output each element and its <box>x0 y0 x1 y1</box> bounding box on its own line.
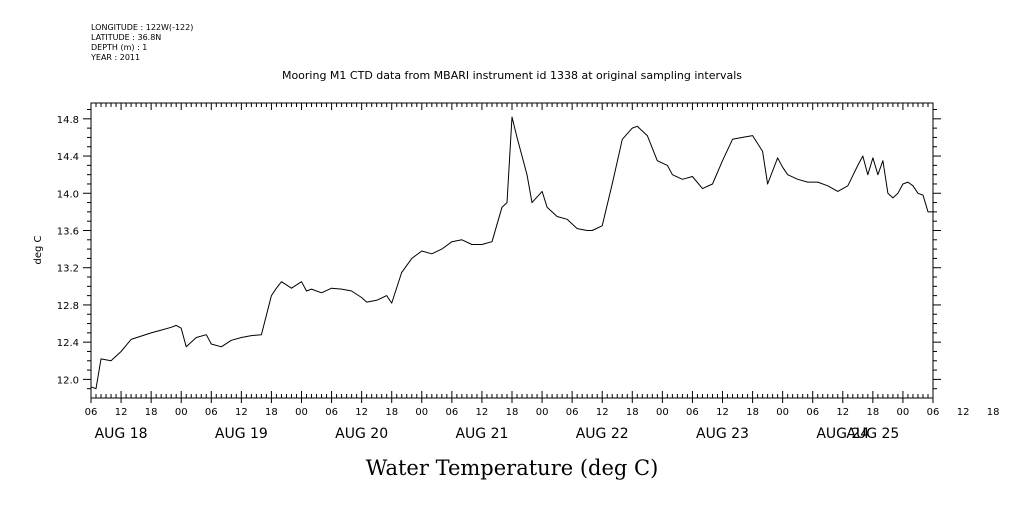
chart-title: Mooring M1 CTD data from MBARI instrumen… <box>282 69 742 82</box>
x-hour-tick-label: 12 <box>476 407 489 418</box>
y-tick-label: 12.4 <box>57 338 79 349</box>
x-axis-title: Water Temperature (deg C) <box>366 456 659 480</box>
meta-longitude: LONGITUDE : 122W(-122) <box>91 23 193 32</box>
meta-depth: DEPTH (m) : 1 <box>91 43 147 52</box>
x-hour-tick-label: 06 <box>205 407 218 418</box>
y-tick-label: 14.4 <box>57 152 79 163</box>
x-hour-tick-label: 18 <box>866 407 879 418</box>
x-hour-tick-label: 06 <box>85 407 98 418</box>
x-hour-tick-label: 18 <box>145 407 158 418</box>
x-hour-tick-label: 06 <box>927 407 940 418</box>
x-hour-tick-label: 12 <box>596 407 609 418</box>
x-hour-tick-label: 12 <box>355 407 368 418</box>
series-line-water-temperature <box>90 116 933 390</box>
axis-labels: 06 12 18 00 06 12 18 00 06 12 18 00 06 12 18 00 06 12 18 00… <box>57 115 1000 442</box>
x-day-label: AUG 24 <box>816 426 869 442</box>
x-hour-tick-label: 06 <box>325 407 338 418</box>
y-tick-label: 12.8 <box>57 301 79 312</box>
x-day-label: AUG 20 <box>335 426 388 442</box>
plot-frame <box>90 102 934 399</box>
x-hour-tick-label: 18 <box>987 407 1000 418</box>
x-hour-tick-label: 00 <box>656 407 669 418</box>
axis-ticks <box>83 103 941 403</box>
x-hour-tick-label: 18 <box>626 407 639 418</box>
meta-latitude: LATITUDE : 36.8N <box>91 33 161 42</box>
x-hour-tick-label: 18 <box>265 407 278 418</box>
x-hour-tick-label: 00 <box>415 407 428 418</box>
x-hour-tick-label: 06 <box>806 407 819 418</box>
x-day-label: AUG 22 <box>576 426 629 442</box>
x-day-label: AUG 19 <box>215 426 268 442</box>
x-hour-tick-label: 00 <box>295 407 308 418</box>
y-tick-label: 12.0 <box>57 375 79 386</box>
x-hour-tick-label: 06 <box>686 407 699 418</box>
x-day-label: AUG 23 <box>696 426 749 442</box>
y-tick-label: 13.6 <box>57 226 79 237</box>
x-day-label: AUG 21 <box>455 426 508 442</box>
x-hour-tick-label: 12 <box>716 407 729 418</box>
y-tick-label: 13.2 <box>57 264 79 275</box>
x-hour-tick-label: 06 <box>566 407 579 418</box>
x-hour-tick-label: 00 <box>897 407 910 418</box>
x-hour-tick-label: 12 <box>957 407 970 418</box>
y-axis-label: deg C <box>33 235 44 264</box>
meta-year: YEAR : 2011 <box>90 53 140 62</box>
x-hour-tick-label: 12 <box>836 407 849 418</box>
x-day-label: AUG 18 <box>95 426 148 442</box>
x-hour-tick-label: 18 <box>385 407 398 418</box>
x-hour-tick-label: 18 <box>746 407 759 418</box>
x-hour-tick-label: 00 <box>175 407 188 418</box>
x-hour-tick-label: 00 <box>776 407 789 418</box>
x-hour-tick-label: 18 <box>506 407 519 418</box>
x-hour-tick-label: 12 <box>235 407 248 418</box>
y-tick-label: 14.0 <box>57 189 79 200</box>
x-hour-tick-label: 12 <box>115 407 128 418</box>
x-hour-tick-label: 06 <box>445 407 458 418</box>
x-day-label: AUG 25 <box>846 426 899 442</box>
x-hour-tick-label: 00 <box>536 407 549 418</box>
y-tick-label: 14.8 <box>57 115 79 126</box>
